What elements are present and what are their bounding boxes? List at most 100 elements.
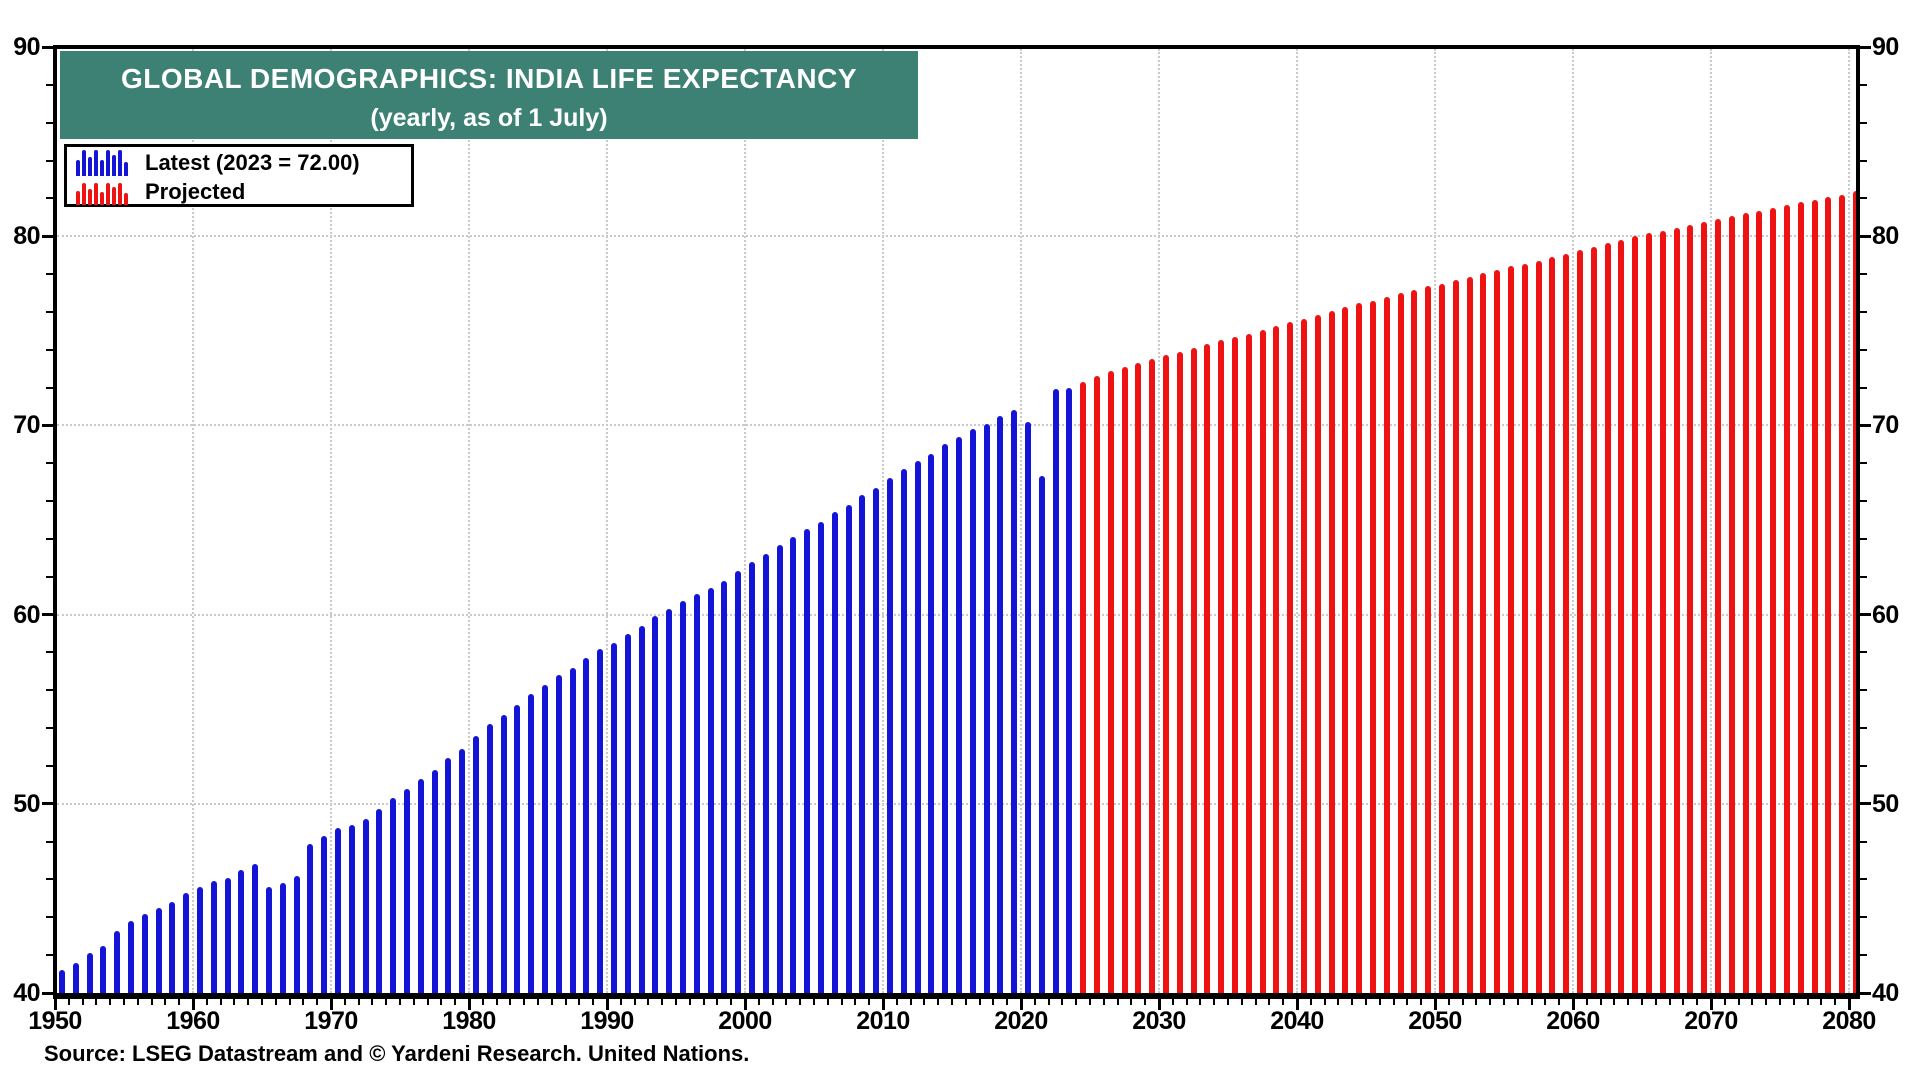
x-label-2000: 2000 (718, 1007, 772, 1035)
y-tick-right-74 (1860, 348, 1867, 351)
bar-1981 (486, 724, 493, 993)
x-tick-2054 (1489, 999, 1492, 1005)
x-tick-1999 (730, 999, 733, 1005)
legend-latest-label: Latest (2023 = 72.00) (145, 150, 360, 175)
x-label-1970: 1970 (304, 1007, 358, 1035)
bar-2046 (1383, 296, 1390, 993)
bar-2006 (831, 512, 838, 993)
bar-1980 (472, 735, 479, 993)
bar-1993 (652, 616, 659, 993)
bar-1950 (58, 970, 65, 993)
x-tick-1975 (399, 999, 401, 1005)
bar-2079 (1839, 194, 1846, 993)
bar-2043 (1342, 307, 1349, 993)
x-tick-1953 (95, 999, 98, 1005)
legend-item-projected: Projected (67, 176, 411, 205)
x-tick-2029 (1144, 999, 1147, 1005)
bar-2034 (1218, 340, 1225, 993)
x-tick-2039 (1282, 999, 1285, 1005)
x-tick-1992 (633, 999, 636, 1005)
grid-line-h-70 (57, 424, 1856, 427)
bar-2050 (1438, 283, 1445, 993)
y-tick-right-52 (1860, 764, 1867, 767)
x-tick-2019 (1006, 999, 1009, 1005)
x-tick-1954 (109, 999, 112, 1005)
x-tick-2067 (1668, 999, 1671, 1005)
x-label-2050: 2050 (1408, 1007, 1462, 1035)
x-tick-2013 (923, 999, 926, 1005)
legend-projected-bars-icon (76, 179, 134, 205)
y-tick-left-48 (46, 840, 53, 843)
x-tick-2007 (840, 999, 843, 1005)
legend-mini-bar (88, 157, 92, 176)
x-tick-1962 (219, 999, 222, 1005)
legend-mini-bar (106, 183, 110, 205)
legend-mini-bar (118, 183, 122, 205)
y-tick-right-88 (1860, 83, 1867, 86)
legend-box: Latest (2023 = 72.00) Projected (64, 144, 414, 207)
legend-mini-bar (76, 160, 80, 176)
bar-2040 (1300, 318, 1307, 993)
x-tick-2066 (1654, 999, 1657, 1005)
y-tick-right-76 (1860, 310, 1867, 313)
bar-1967 (293, 875, 300, 993)
x-tick-1960 (191, 999, 195, 1010)
bar-2061 (1590, 246, 1597, 993)
bar-2007 (845, 504, 852, 993)
x-tick-2044 (1351, 999, 1354, 1005)
y-label-left-60: 60 (13, 600, 40, 629)
bar-1970 (334, 828, 341, 993)
y-tick-left-80 (42, 234, 53, 238)
x-tick-2034 (1213, 999, 1216, 1005)
x-tick-2020 (1019, 999, 1023, 1010)
grid-line-v-2010 (882, 49, 884, 993)
x-tick-1968 (302, 999, 305, 1005)
y-tick-right-48 (1860, 840, 1867, 843)
x-label-2080: 2080 (1822, 1007, 1876, 1035)
legend-mini-bar (88, 189, 92, 205)
x-tick-2074 (1765, 999, 1768, 1005)
bar-1971 (348, 824, 355, 993)
bar-2025 (1093, 376, 1100, 993)
bar-2078 (1825, 197, 1832, 993)
grid-line-v-1990 (606, 49, 608, 993)
x-tick-1996 (688, 999, 691, 1005)
bar-2067 (1673, 227, 1680, 993)
x-label-1990: 1990 (580, 1007, 634, 1035)
y-label-left-70: 70 (13, 411, 40, 440)
grid-line-v-2000 (744, 49, 746, 993)
bar-2057 (1535, 260, 1542, 993)
x-tick-2030 (1157, 999, 1161, 1010)
y-tick-right-42 (1860, 954, 1867, 957)
bar-1952 (86, 953, 93, 993)
x-tick-2045 (1365, 999, 1367, 1005)
x-tick-2047 (1392, 999, 1395, 1005)
x-tick-2003 (785, 999, 788, 1005)
x-tick-2023 (1061, 999, 1064, 1005)
grid-line-v-2080 (1848, 49, 1850, 993)
bar-1997 (707, 588, 714, 993)
bar-1986 (555, 675, 562, 993)
x-tick-2070 (1709, 999, 1713, 1010)
y-tick-left-44 (46, 916, 53, 919)
y-tick-left-50 (42, 802, 53, 806)
x-tick-2021 (1033, 999, 1036, 1005)
bar-1984 (528, 694, 535, 993)
source-note: Source: LSEG Datastream and © Yardeni Re… (44, 1041, 750, 1066)
x-tick-1966 (274, 999, 277, 1005)
y-label-right-40: 40 (1872, 979, 1899, 1007)
x-tick-2072 (1737, 999, 1740, 1005)
x-tick-1991 (619, 999, 622, 1005)
grid-line-v-2060 (1572, 49, 1574, 993)
x-tick-2010 (881, 999, 885, 1010)
bar-2075 (1783, 204, 1790, 993)
bar-1988 (583, 658, 590, 993)
y-tick-right-90 (1860, 45, 1871, 49)
bar-2058 (1549, 257, 1556, 993)
bar-2005 (817, 521, 824, 993)
x-tick-2040 (1295, 999, 1299, 1010)
y-tick-left-66 (46, 500, 53, 503)
x-tick-1997 (702, 999, 705, 1005)
bar-1965 (265, 887, 272, 993)
bar-2037 (1259, 329, 1266, 993)
